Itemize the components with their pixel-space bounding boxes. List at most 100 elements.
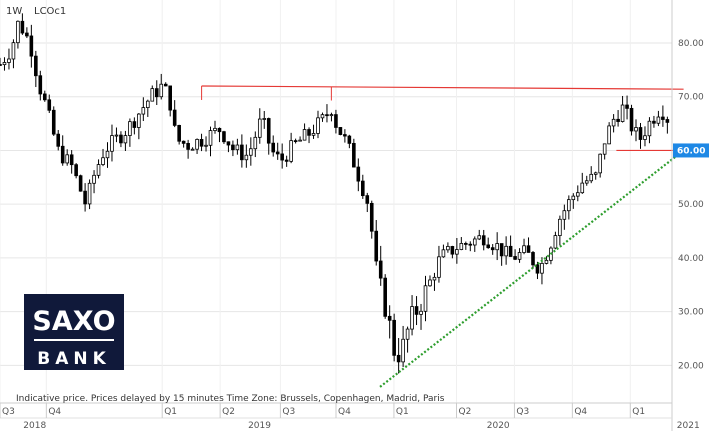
candle-body [47,99,52,111]
candle-body [69,154,74,166]
y-tick-label: 70.00 [678,93,704,103]
candle-body [154,88,159,98]
candle-body [567,199,571,212]
candle-body [611,118,616,127]
candle-body [16,20,20,44]
current-price-box [673,143,709,158]
candle-body [392,319,396,356]
candle-body [325,114,329,117]
candle-body [159,83,164,98]
y-tick-label: 30.00 [678,308,704,318]
candle-body [638,127,643,140]
y-tick-label: 40.00 [678,254,704,264]
candle-body [280,153,284,161]
candle-body [266,118,271,144]
candle-body [132,121,137,128]
drawn-lines [201,85,685,388]
candle-body [199,139,204,147]
candle-body [307,129,311,136]
candle-body [665,119,670,123]
candle-body [177,124,181,142]
candle-body [190,148,195,151]
candle-body [455,249,459,255]
candle-body [553,235,558,249]
y-tick-label: 50.00 [678,200,704,210]
candle-body [222,131,226,143]
candle-body [459,243,464,250]
candle-body [128,121,132,136]
candle-body [401,338,405,363]
candle-body [517,252,522,260]
timeframe-label: 1W [6,6,22,17]
candle-body [598,153,602,174]
candle-body [168,85,173,111]
candle-body [419,310,423,315]
candle-body [620,104,625,122]
candle-body [629,107,634,132]
candle-body [535,264,540,274]
candle-body [213,127,217,131]
candle-body [262,118,267,120]
candle-body [513,256,517,260]
quarter-tick-label: Q2 [458,407,471,417]
logo-bottom-text: BANK [37,349,111,369]
candle-body [146,100,150,108]
candle-body [74,164,78,177]
candle-body [320,114,325,119]
quarter-tick-label: Q1 [632,407,645,417]
candle-body [240,144,244,161]
candle-body [464,243,468,245]
quarter-tick-label: Q4 [338,407,351,417]
candle-body [656,116,661,124]
candle-body [141,107,146,115]
candle-body [51,109,56,135]
candle-body [522,245,526,253]
quarter-tick-label: Q1 [164,407,177,417]
candle-body [643,135,647,140]
candle-body [602,143,607,155]
candle-body [150,88,155,102]
current-price-label: 60.00 [677,146,705,156]
candle-body [29,35,34,57]
candle-body [172,109,177,126]
quarter-tick-label: Q3 [2,407,15,417]
candle-body [302,129,307,141]
candle-body [244,154,249,161]
resistance-line [201,85,684,90]
candle-body [249,148,253,156]
candle-body [311,133,316,136]
candle-body [338,127,343,135]
year-tick-label: 2021 [677,421,700,431]
candle-body [119,134,123,144]
candle-body [410,306,414,330]
candle-body [275,151,280,155]
candle-body [253,136,258,150]
candle-body [42,93,47,101]
candle-body [20,20,25,34]
candle-body [661,116,665,120]
candle-body [316,117,320,134]
candle-body [531,252,535,266]
year-tick-label: 2020 [487,421,510,431]
candle-body [226,141,231,146]
candle-body [396,354,401,363]
quarter-tick-label: Q4 [48,407,61,417]
candle-body [195,139,199,150]
candle-body [235,144,240,151]
candle-body [558,218,562,236]
candle-body [293,140,298,143]
candle-body [481,235,486,246]
candles [0,13,670,374]
candle-body [383,277,387,317]
logo-top-text: SAXO [32,306,115,337]
candle-body [477,235,482,240]
candle-body [490,247,495,251]
candle-body [60,145,65,164]
quarter-tick-label: Q3 [516,407,529,417]
candle-body [625,104,629,109]
candle-body [441,249,446,258]
candle-body [607,125,611,145]
candle-body [0,64,2,66]
candle-body [432,276,437,281]
